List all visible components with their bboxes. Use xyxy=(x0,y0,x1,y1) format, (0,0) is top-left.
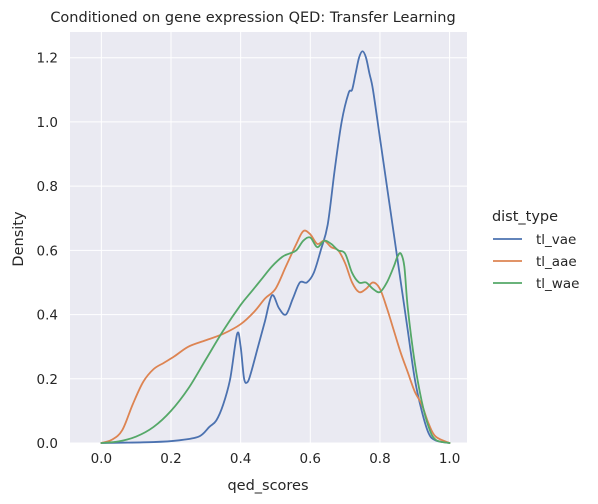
y-tick-label: 0.0 xyxy=(37,436,58,452)
y-axis-label: Density xyxy=(11,211,27,267)
series-layer xyxy=(100,50,451,444)
y-tick-label: 0.6 xyxy=(37,243,58,259)
x-tick-label: 0.4 xyxy=(230,451,251,467)
x-tick-label: 1.0 xyxy=(439,451,460,467)
x-tick-label: 0.6 xyxy=(300,451,321,467)
x-axis-ticks: 0.0 0.2 0.4 0.6 0.8 1.0 xyxy=(91,451,461,467)
legend: dist_type tl_vae tl_aae tl_wae xyxy=(492,209,579,292)
legend-title: dist_type xyxy=(492,209,558,225)
chart-title: Conditioned on gene expression QED: Tran… xyxy=(50,10,455,26)
x-tick-label: 0.2 xyxy=(160,451,181,467)
y-axis-ticks: 0.0 0.2 0.4 0.6 0.8 1.0 1.2 xyxy=(37,51,58,452)
grid xyxy=(70,32,467,444)
series-line-tl-wae xyxy=(100,236,451,444)
x-tick-label: 0.8 xyxy=(369,451,390,467)
series-line-tl-aae xyxy=(100,229,451,444)
y-tick-label: 1.0 xyxy=(37,115,58,131)
series-line-tl-vae xyxy=(100,50,451,444)
y-tick-label: 0.8 xyxy=(37,179,58,195)
plot-area xyxy=(70,32,467,443)
x-tick-label: 0.0 xyxy=(91,451,112,467)
legend-label-tl-vae: tl_vae xyxy=(536,232,576,248)
y-tick-label: 0.4 xyxy=(37,308,58,324)
legend-label-tl-wae: tl_wae xyxy=(536,276,579,292)
y-tick-label: 1.2 xyxy=(37,51,58,67)
legend-label-tl-aae: tl_aae xyxy=(536,254,577,270)
x-axis-label: qed_scores xyxy=(227,478,308,494)
y-tick-label: 0.2 xyxy=(37,372,58,388)
